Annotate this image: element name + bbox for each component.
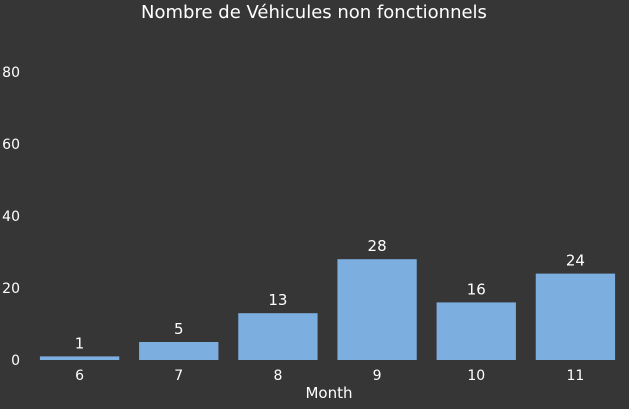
data-labels: 1 5 13 28 16 24	[75, 237, 585, 352]
x-tick-label: 11	[567, 368, 585, 384]
y-tick-label: 20	[2, 281, 20, 297]
bar-month-11	[535, 273, 616, 360]
bar-month-6	[39, 356, 120, 360]
bars	[39, 259, 616, 360]
y-tick-label: 60	[2, 137, 20, 153]
data-label: 1	[75, 334, 85, 352]
bar-month-9	[337, 259, 417, 360]
x-tick-label: 6	[75, 368, 84, 384]
bar-month-10	[436, 302, 516, 360]
x-axis-ticks: 6 7 8 9 10 11	[75, 368, 584, 384]
data-label: 24	[566, 252, 585, 270]
y-axis-ticks: 0 20 40 60 80	[2, 65, 20, 369]
data-label: 13	[268, 291, 287, 309]
y-tick-label: 0	[11, 353, 20, 369]
data-label: 28	[368, 237, 387, 255]
x-tick-label: 9	[373, 368, 382, 384]
x-tick-label: 7	[174, 368, 183, 384]
bar-month-7	[139, 342, 219, 360]
data-label: 5	[174, 320, 184, 338]
x-axis-label: Month	[305, 384, 352, 402]
x-tick-label: 8	[273, 368, 282, 384]
y-tick-label: 40	[2, 209, 20, 225]
chart-title: Nombre de Véhicules non fonctionnels	[141, 2, 487, 23]
data-label: 16	[467, 280, 486, 298]
y-tick-label: 80	[2, 65, 20, 81]
x-tick-label: 10	[467, 368, 485, 384]
bar-month-8	[238, 313, 318, 360]
